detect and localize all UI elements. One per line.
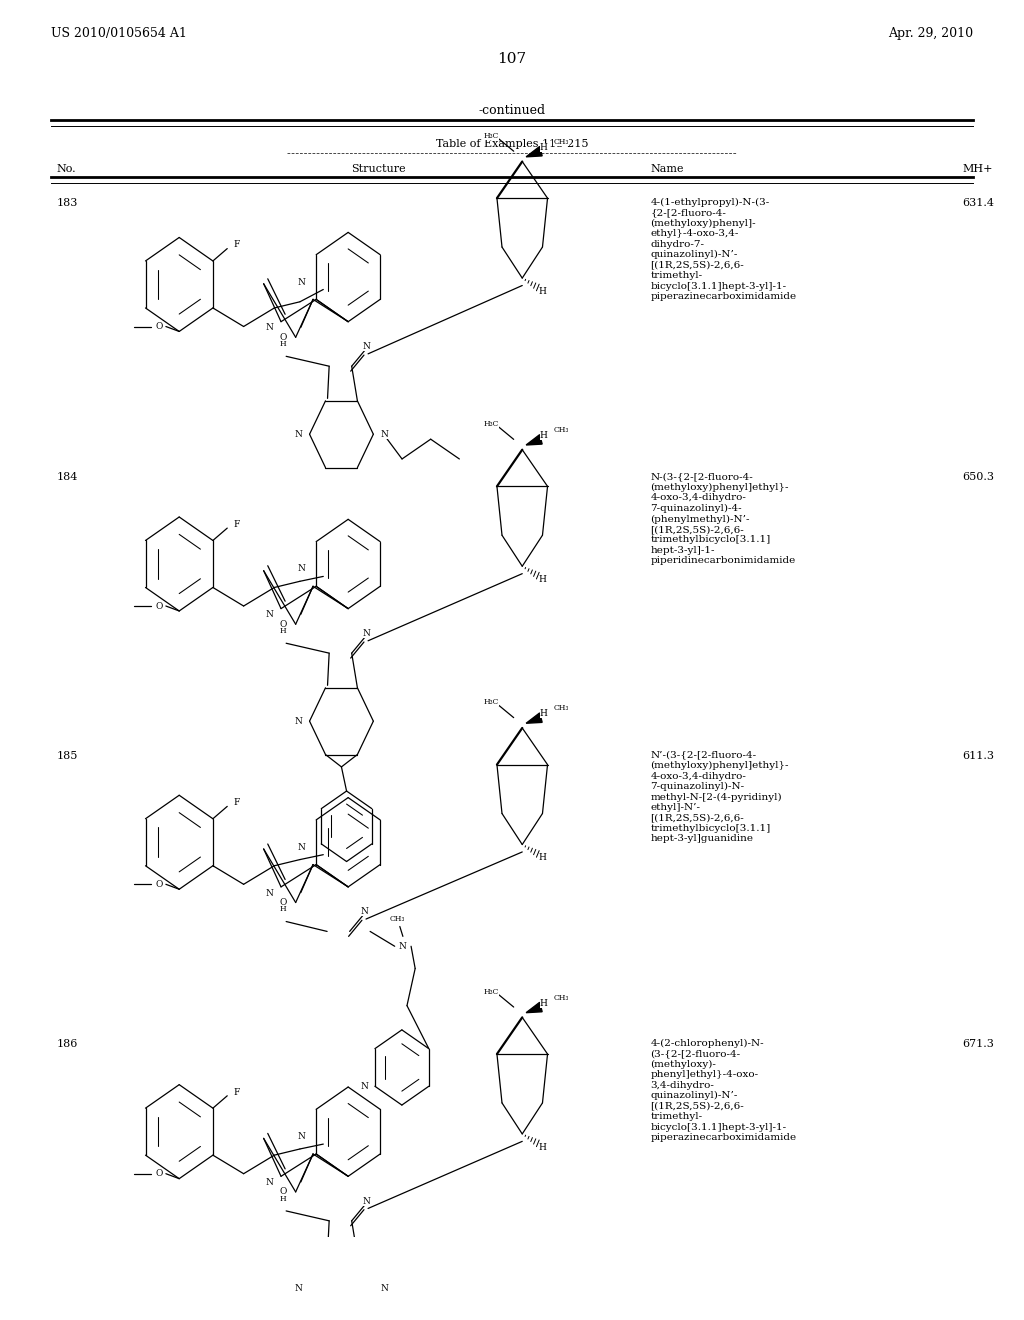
Text: Name: Name [650,165,684,174]
Text: O: O [280,620,287,628]
Text: O: O [155,602,163,611]
Text: H: H [540,143,548,152]
Text: O: O [280,333,287,342]
Text: N: N [360,907,368,916]
Text: Apr. 29, 2010: Apr. 29, 2010 [888,28,973,40]
Text: N: N [362,1196,370,1205]
Text: Structure: Structure [351,165,407,174]
Text: Table of Examples 113-215: Table of Examples 113-215 [436,139,588,149]
Text: N: N [362,628,370,638]
Text: No.: No. [56,165,76,174]
Text: CH₃: CH₃ [390,915,406,923]
Text: H₃C: H₃C [483,420,499,428]
Text: CH₃: CH₃ [553,426,569,434]
Text: O: O [280,898,287,907]
Text: F: F [233,520,240,529]
Text: H₃C: H₃C [483,132,499,140]
Polygon shape [526,1002,542,1012]
Text: 107: 107 [498,51,526,66]
Text: N: N [381,430,388,438]
Text: N: N [266,323,273,333]
Text: 631.4: 631.4 [962,198,994,207]
Text: 184: 184 [56,473,78,482]
Text: N: N [266,610,273,619]
Text: 183: 183 [56,198,78,207]
Text: O: O [280,1188,287,1196]
Text: H₃C: H₃C [483,987,499,995]
Text: N: N [298,565,306,573]
Text: H: H [539,286,547,296]
Polygon shape [526,713,542,723]
Text: CH₃: CH₃ [553,137,569,145]
Text: H₃C: H₃C [483,698,499,706]
Text: 650.3: 650.3 [962,473,994,482]
Text: H: H [540,709,548,718]
Text: CH₃: CH₃ [553,705,569,713]
Text: H: H [280,906,287,913]
Text: N: N [294,717,302,726]
Text: H: H [539,576,547,583]
Text: -continued: -continued [478,104,546,117]
Text: N: N [381,1284,388,1294]
Polygon shape [526,147,542,157]
Text: H: H [540,432,548,440]
Text: H: H [540,999,548,1007]
Text: F: F [233,799,240,807]
Text: CH₃: CH₃ [553,994,569,1002]
Text: H: H [280,1195,287,1203]
Text: F: F [233,1088,240,1097]
Text: N: N [298,842,306,851]
Text: US 2010/0105654 A1: US 2010/0105654 A1 [51,28,187,40]
Text: H: H [539,853,547,862]
Text: H: H [280,627,287,635]
Text: N: N [360,1082,369,1090]
Text: O: O [155,880,163,888]
Text: 185: 185 [56,751,78,760]
Text: 4-(2-chlorophenyl)-N-
(3-{2-[2-fluoro-4-
(methyloxy)-
phenyl]ethyl}-4-oxo-
3,4-d: 4-(2-chlorophenyl)-N- (3-{2-[2-fluoro-4-… [650,1039,797,1142]
Polygon shape [526,434,542,445]
Text: N: N [294,430,302,438]
Text: N: N [362,342,370,351]
Text: MH+: MH+ [963,165,993,174]
Text: N-(3-{2-[2-fluoro-4-
(methyloxy)phenyl]ethyl}-
4-oxo-3,4-dihydro-
7-quinazolinyl: N-(3-{2-[2-fluoro-4- (methyloxy)phenyl]e… [650,473,796,565]
Text: H: H [539,1143,547,1151]
Text: O: O [155,1170,163,1179]
Text: N’-(3-{2-[2-fluoro-4-
(methyloxy)phenyl]ethyl}-
4-oxo-3,4-dihydro-
7-quinazoliny: N’-(3-{2-[2-fluoro-4- (methyloxy)phenyl]… [650,751,788,843]
Text: O: O [155,322,163,331]
Text: H: H [280,341,287,348]
Text: N: N [266,888,273,898]
Text: 4-(1-ethylpropyl)-N-(3-
{2-[2-fluoro-4-
(methyloxy)phenyl]-
ethyl}-4-oxo-3,4-
di: 4-(1-ethylpropyl)-N-(3- {2-[2-fluoro-4- … [650,198,797,301]
Text: N: N [399,941,407,950]
Text: 186: 186 [56,1039,78,1049]
Text: N: N [298,277,306,286]
Text: 611.3: 611.3 [962,751,994,760]
Text: F: F [233,240,240,249]
Text: N: N [266,1177,273,1187]
Text: N: N [298,1133,306,1142]
Text: N: N [294,1284,302,1294]
Text: 671.3: 671.3 [962,1039,994,1049]
